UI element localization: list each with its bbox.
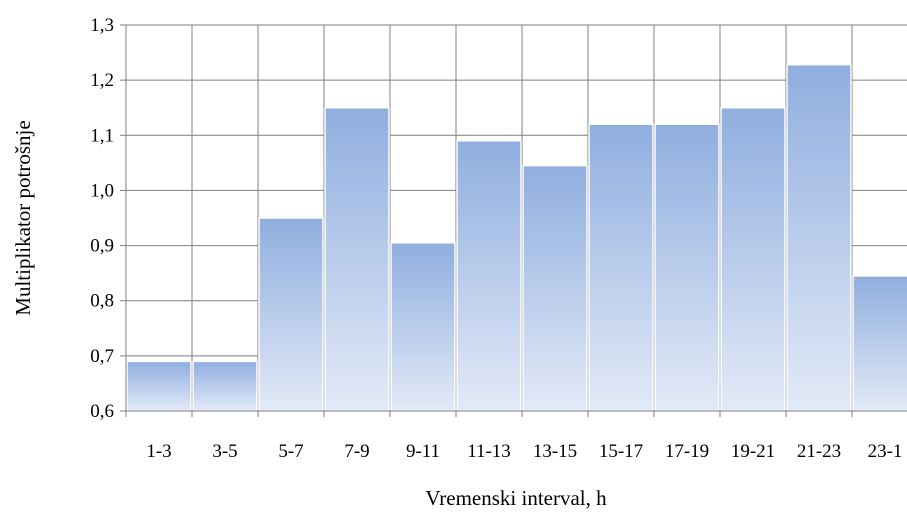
x-tick-labels: 1-3 3-5 5-7 7-9 9-11 11-13 13-15 15-17 17-19 19-2… xyxy=(146,441,902,462)
bar-5-7 xyxy=(258,217,324,412)
x-tick-label: 15-17 xyxy=(599,441,643,462)
y-tick-label: 0,8 xyxy=(90,291,114,312)
x-tick-label: 7-9 xyxy=(344,441,369,462)
bar-1-3 xyxy=(126,360,192,412)
y-tick-label: 0,6 xyxy=(90,401,114,422)
y-tick-label: 0,9 xyxy=(90,236,114,257)
x-tick-label: 5-7 xyxy=(278,441,303,462)
y-tick-label: 1,1 xyxy=(90,125,114,146)
x-axis-title: Vremenski interval, h xyxy=(425,486,607,510)
x-tick-label: 1-3 xyxy=(146,441,171,462)
bar-3-5 xyxy=(192,360,258,412)
x-tick-label: 21-23 xyxy=(797,441,841,462)
x-tick-label: 17-19 xyxy=(665,441,709,462)
bars xyxy=(126,63,907,412)
x-tick-label: 9-11 xyxy=(406,441,440,462)
axes xyxy=(120,24,907,417)
bar-13-15 xyxy=(522,164,588,412)
bar-15-17 xyxy=(588,123,654,412)
grid-lines xyxy=(125,24,907,412)
x-tick-label: 13-15 xyxy=(533,441,577,462)
y-axis-title: Multiplikator potrošnje xyxy=(11,120,35,315)
bar-23-1 xyxy=(852,275,907,412)
y-tick-label: 0,7 xyxy=(90,346,114,367)
y-tick-label: 1,0 xyxy=(90,180,114,201)
x-tick-label: 3-5 xyxy=(212,441,237,462)
x-tick-label: 23-1 xyxy=(868,441,903,462)
bar-17-19 xyxy=(654,123,720,412)
bar-11-13 xyxy=(456,140,522,412)
bar-9-11 xyxy=(390,242,456,412)
bar-7-9 xyxy=(324,106,390,412)
x-tick-label: 19-21 xyxy=(731,441,775,462)
y-tick-labels: 0,6 0,7 0,8 0,9 1,0 1,1 1,2 1,3 xyxy=(90,15,114,422)
bar-21-23 xyxy=(786,63,852,412)
bar-19-21 xyxy=(720,106,786,412)
y-tick-label: 1,2 xyxy=(90,70,114,91)
x-tick-label: 11-13 xyxy=(467,441,511,462)
y-tick-label: 1,3 xyxy=(90,15,114,36)
